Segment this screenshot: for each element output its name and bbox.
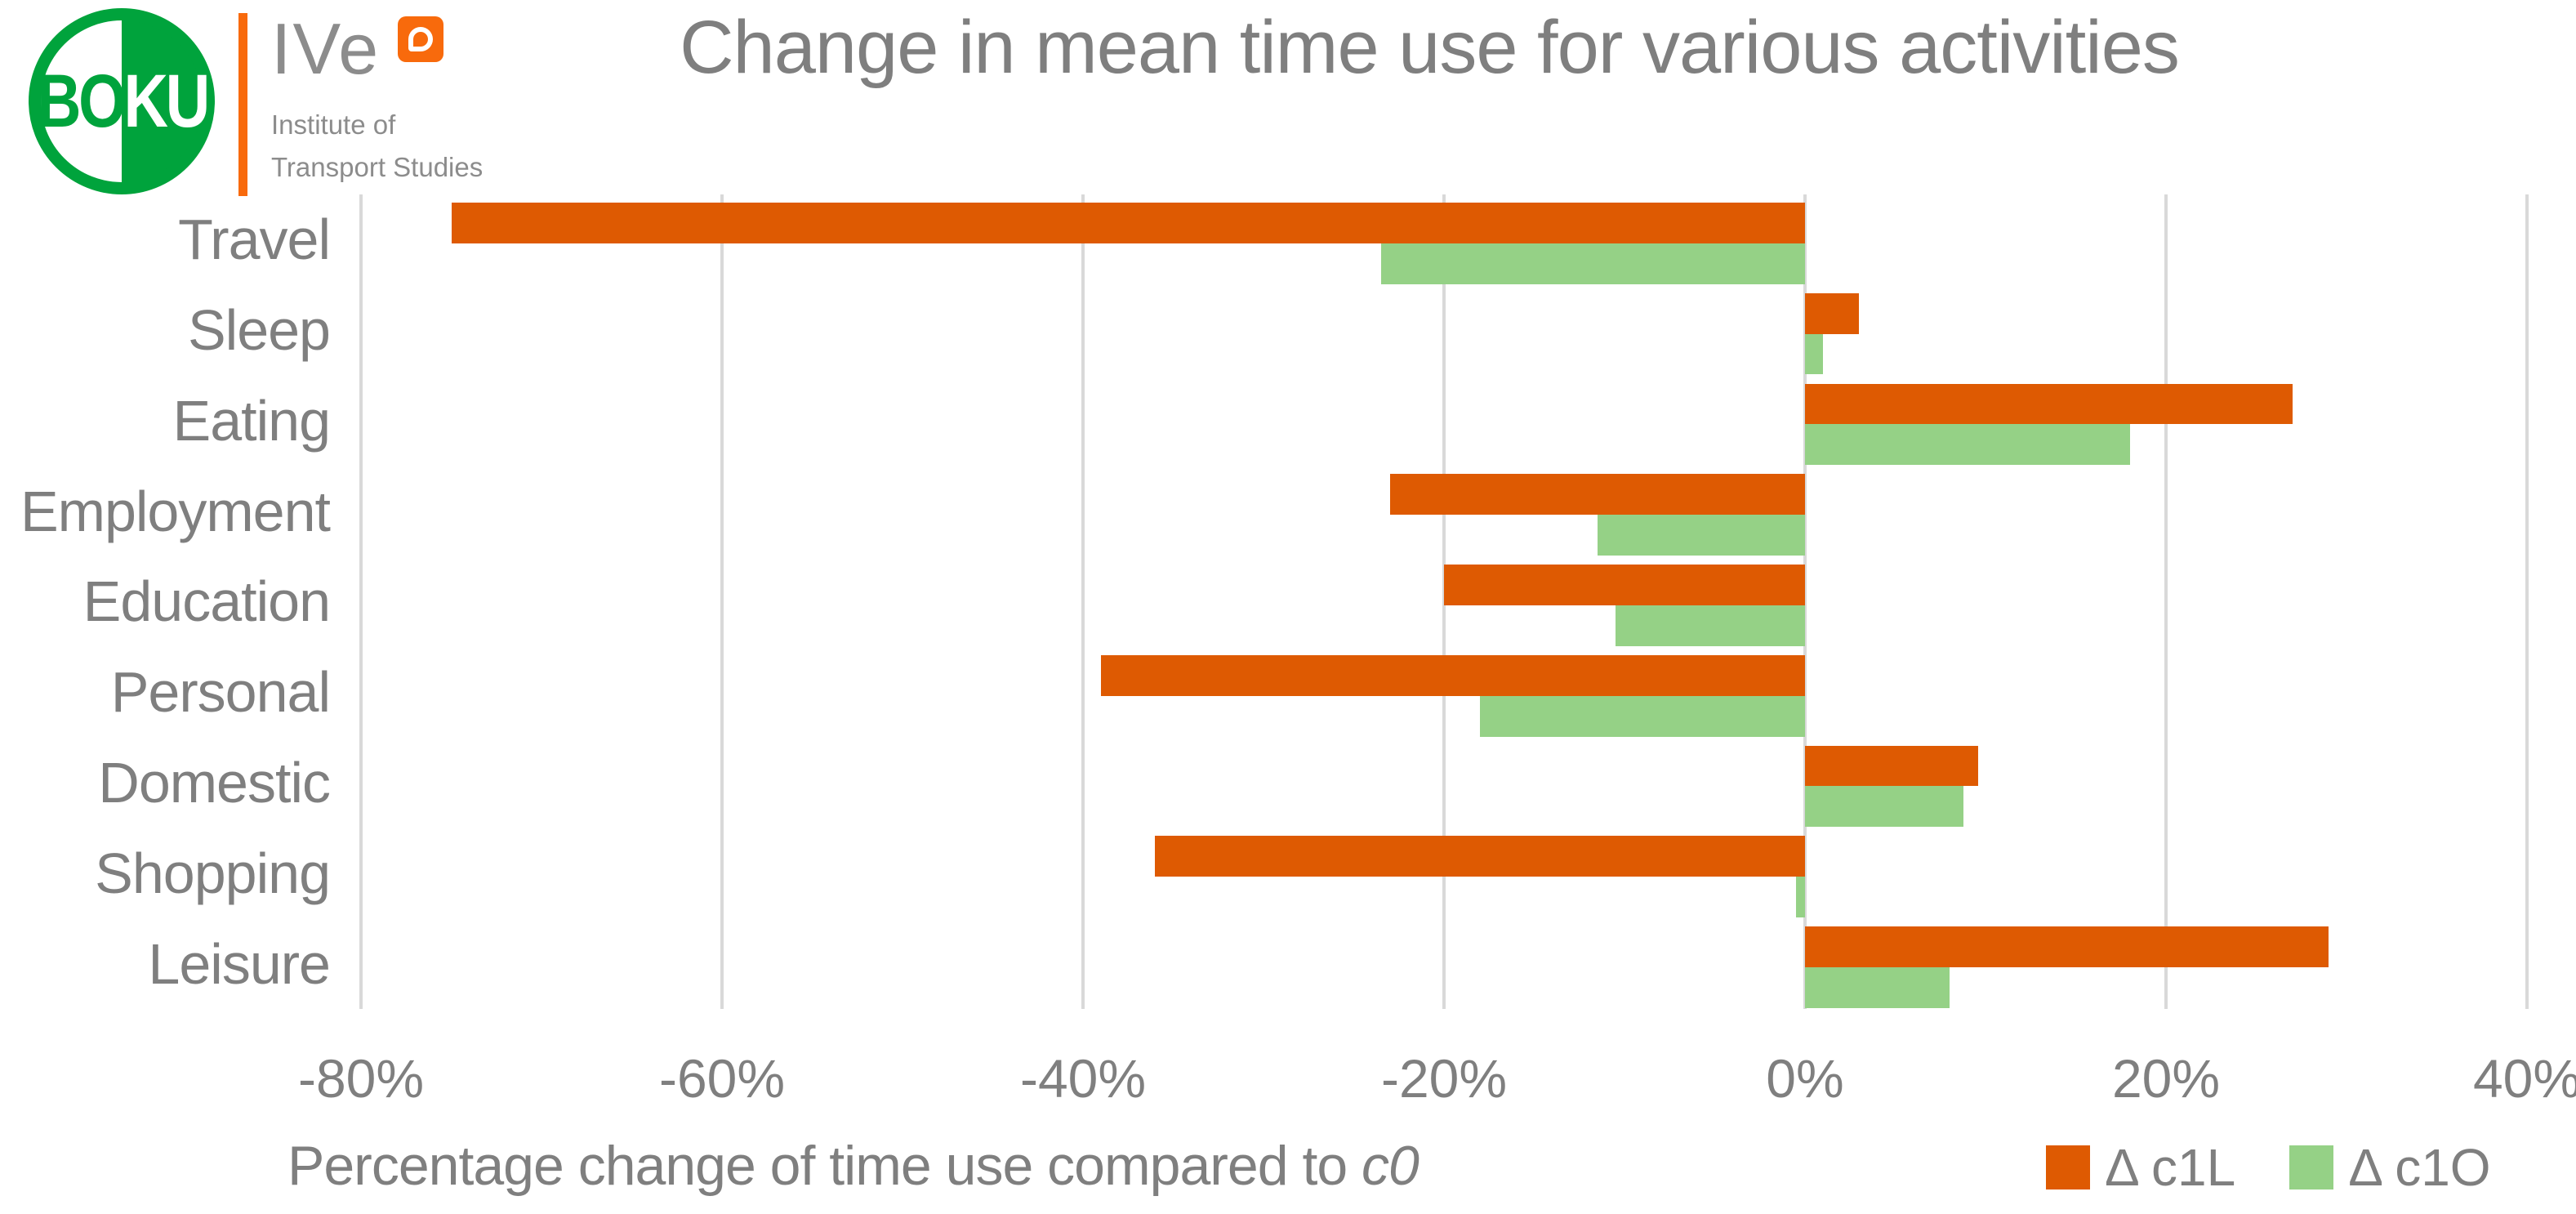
bar-eating-c1o bbox=[1805, 424, 2130, 466]
x-axis-label: Percentage change of time use compared t… bbox=[287, 1134, 1419, 1198]
x-axis-label-main: Percentage change of time use compared t… bbox=[287, 1135, 1362, 1197]
x-tick-label--60: -60% bbox=[658, 1048, 786, 1109]
bar-domestic-c1l bbox=[1805, 745, 1979, 787]
category-label-sleep: Sleep bbox=[187, 298, 331, 363]
gridline--60 bbox=[720, 194, 724, 1009]
bar-personal-c1l bbox=[1101, 654, 1805, 696]
institute-subtitle-line1: Institute of bbox=[271, 109, 396, 140]
gridline--40 bbox=[1081, 194, 1085, 1009]
category-label-employment: Employment bbox=[20, 479, 331, 543]
category-label-travel: Travel bbox=[178, 208, 331, 272]
gridline--80 bbox=[359, 194, 363, 1009]
legend-swatch-c1l bbox=[2046, 1145, 2090, 1189]
bar-travel-c1l bbox=[451, 202, 1805, 243]
boku-logo-text: BOKU bbox=[36, 59, 210, 145]
bar-shopping-c1o bbox=[1795, 877, 1805, 918]
legend-item-c1o: Δ c1O bbox=[2289, 1137, 2491, 1198]
x-tick-label-40: 40% bbox=[2472, 1048, 2576, 1109]
x-tick-label--80: -80% bbox=[297, 1048, 425, 1109]
legend-swatch-c1o bbox=[2289, 1145, 2334, 1189]
logo-divider bbox=[238, 13, 247, 196]
institute-subtitle-line2: Transport Studies bbox=[271, 151, 484, 182]
bar-employment-c1l bbox=[1389, 474, 1805, 516]
x-axis-label-c0: c0 bbox=[1362, 1135, 1419, 1197]
category-label-leisure: Leisure bbox=[148, 931, 331, 996]
ive-ring-glyph bbox=[408, 27, 434, 51]
bar-education-c1l bbox=[1444, 565, 1805, 605]
x-tick-label-20: 20% bbox=[2111, 1048, 2221, 1109]
bar-leisure-c1l bbox=[1805, 926, 2329, 968]
gridline-0 bbox=[1803, 194, 1807, 1009]
x-tick-label-0: 0% bbox=[1766, 1048, 1844, 1109]
bar-employment-c1o bbox=[1597, 515, 1805, 556]
bar-shopping-c1l bbox=[1155, 836, 1805, 877]
legend-item-c1l: Δ c1L bbox=[2046, 1137, 2235, 1198]
gridline-40 bbox=[2525, 194, 2529, 1009]
legend: Δ c1L Δ c1O bbox=[2046, 1137, 2491, 1198]
category-label-personal: Personal bbox=[110, 660, 331, 725]
boku-text-right: KU bbox=[123, 59, 210, 143]
x-axis-ticks: -80% -60% -40% -20% 0% 20% 40% bbox=[298, 1047, 2576, 1121]
boku-text-left: BO bbox=[36, 59, 127, 143]
bar-sleep-c1l bbox=[1805, 292, 1860, 334]
category-label-domestic: Domestic bbox=[98, 750, 331, 815]
bar-travel-c1o bbox=[1380, 243, 1805, 284]
plot-area bbox=[359, 194, 2529, 1009]
bar-leisure-c1o bbox=[1805, 967, 1950, 1008]
category-label-shopping: Shopping bbox=[95, 841, 331, 905]
x-tick-label--20: -20% bbox=[1380, 1048, 1508, 1109]
ive-logo: IVe Institute of Transport Studies bbox=[271, 13, 483, 187]
legend-label-c1o: Δ c1O bbox=[2348, 1138, 2491, 1197]
bar-education-c1o bbox=[1615, 605, 1805, 646]
bar-sleep-c1o bbox=[1805, 333, 1824, 375]
x-tick-label--40: -40% bbox=[1019, 1048, 1147, 1109]
boku-logo-icon: BOKU bbox=[29, 8, 215, 194]
category-label-education: Education bbox=[82, 569, 331, 634]
bar-personal-c1o bbox=[1480, 695, 1805, 737]
ive-logo-mark-icon bbox=[398, 16, 444, 62]
chart-title: Change in mean time use for various acti… bbox=[680, 6, 2180, 89]
bar-domestic-c1o bbox=[1805, 786, 1964, 828]
gridline-20 bbox=[2164, 194, 2168, 1009]
legend-label-c1l: Δ c1L bbox=[2105, 1138, 2236, 1197]
category-label-eating: Eating bbox=[172, 388, 331, 453]
category-axis: Travel Sleep Eating Employment Education Pers… bbox=[0, 194, 331, 1009]
ive-logo-name: IVe bbox=[271, 8, 381, 89]
bar-eating-c1l bbox=[1805, 383, 2293, 425]
